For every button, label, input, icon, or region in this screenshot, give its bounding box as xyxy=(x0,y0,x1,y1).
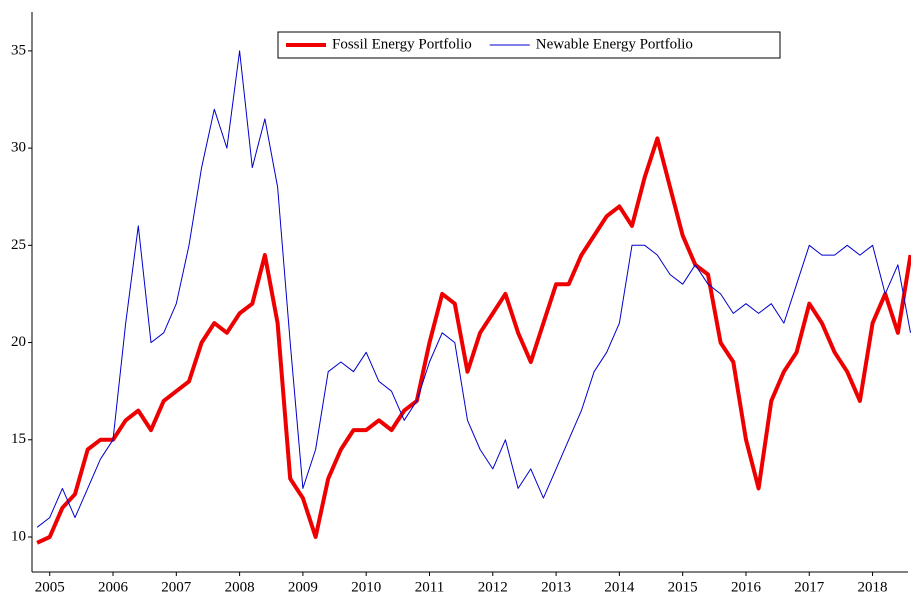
x-tick-label: 2005 xyxy=(35,579,65,595)
y-tick-label: 25 xyxy=(11,237,26,253)
legend-label: Fossil Energy Portfolio xyxy=(332,36,472,52)
x-tick-label: 2010 xyxy=(351,579,381,595)
legend-label: Newable Energy Portfolio xyxy=(536,36,693,52)
series-line xyxy=(36,50,911,528)
x-tick-label: 2012 xyxy=(478,579,508,595)
x-tick-label: 2014 xyxy=(604,579,635,595)
y-tick-label: 10 xyxy=(11,528,26,544)
x-tick-label: 2017 xyxy=(794,579,825,595)
x-tick-label: 2016 xyxy=(731,579,762,595)
y-tick-label: 30 xyxy=(11,140,26,156)
x-tick-label: 2007 xyxy=(161,579,192,595)
x-tick-label: 2011 xyxy=(415,579,444,595)
x-tick-label: 2008 xyxy=(225,579,255,595)
x-tick-label: 2013 xyxy=(541,579,571,595)
x-tick-label: 2006 xyxy=(98,579,129,595)
x-tick-label: 2018 xyxy=(858,579,888,595)
x-tick-label: 2009 xyxy=(288,579,318,595)
y-tick-label: 20 xyxy=(11,334,26,350)
y-tick-label: 35 xyxy=(11,42,26,58)
x-tick-label: 2015 xyxy=(668,579,698,595)
series-line xyxy=(36,136,911,545)
y-tick-label: 15 xyxy=(11,431,26,447)
